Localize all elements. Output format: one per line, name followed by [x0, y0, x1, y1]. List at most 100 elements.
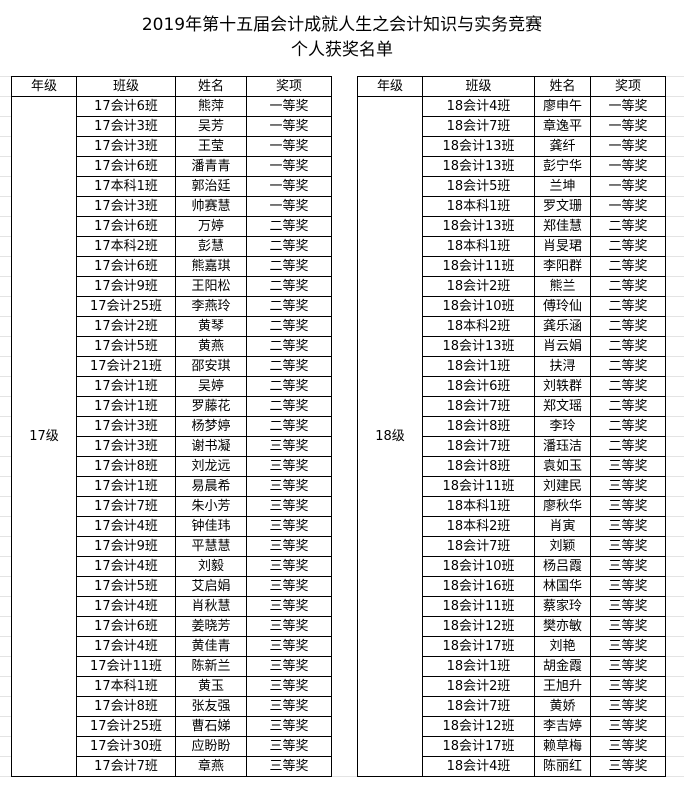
class-cell: 18会计13班	[422, 216, 535, 237]
header-row: 年级 班级 姓名 奖项	[357, 76, 666, 97]
award-cell: 三等奖	[590, 576, 666, 597]
award-cell: 三等奖	[590, 696, 666, 717]
class-cell: 18会计11班	[422, 256, 535, 277]
name-cell: 王阳松	[175, 276, 247, 297]
document-title: 2019年第十五届会计成就人生之会计知识与实务竞赛	[0, 13, 684, 37]
award-cell: 一等奖	[246, 156, 332, 177]
award-cell: 三等奖	[246, 676, 332, 697]
award-cell: 三等奖	[246, 476, 332, 497]
table-row: 17会计9班 平慧慧 三等奖	[12, 536, 332, 557]
header-row: 年级 班级 姓名 奖项	[11, 76, 332, 97]
award-cell: 三等奖	[590, 716, 666, 737]
class-cell: 17会计8班	[76, 456, 176, 477]
class-cell: 18会计11班	[422, 596, 535, 617]
class-cell: 17本科1班	[76, 176, 176, 197]
class-cell: 18会计1班	[422, 656, 535, 677]
table-row: 18会计16班 林国华 三等奖	[358, 576, 666, 597]
table-gap	[331, 76, 357, 776]
class-cell: 17会计8班	[76, 696, 176, 717]
class-cell: 17会计3班	[76, 436, 176, 457]
class-cell: 17会计6班	[76, 156, 176, 177]
award-cell: 三等奖	[590, 556, 666, 577]
table-row: 17会计3班 杨梦婷 二等奖	[12, 416, 332, 437]
award-cell: 三等奖	[590, 596, 666, 617]
table-row: 18会计7班 郑文瑶 二等奖	[358, 396, 666, 417]
award-cell: 三等奖	[590, 536, 666, 557]
table-row: 18会计7班 潘珏洁 二等奖	[358, 436, 666, 457]
award-cell: 一等奖	[590, 116, 666, 137]
award-cell: 二等奖	[246, 296, 332, 317]
class-cell: 18会计17班	[422, 736, 535, 757]
table-row: 17本科1班 黄玉 三等奖	[12, 676, 332, 697]
class-cell: 18会计6班	[422, 376, 535, 397]
class-cell: 18会计2班	[422, 276, 535, 297]
class-cell: 17会计6班	[76, 616, 176, 637]
class-cell: 17会计4班	[76, 516, 176, 537]
class-cell: 17会计6班	[76, 256, 176, 277]
class-cell: 18会计17班	[422, 636, 535, 657]
name-cell: 罗文珊	[534, 196, 591, 217]
table-row: 17会计5班 黄燕 二等奖	[12, 336, 332, 357]
class-cell: 18会计8班	[422, 456, 535, 477]
award-cell: 二等奖	[246, 216, 332, 237]
award-cell: 二等奖	[246, 356, 332, 377]
class-cell: 18会计5班	[422, 176, 535, 197]
header-award: 奖项	[590, 76, 666, 97]
class-cell: 17会计11班	[76, 656, 176, 677]
grade-cell: 17级	[11, 96, 77, 777]
name-cell: 龚乐涵	[534, 316, 591, 337]
name-cell: 彭慧	[175, 236, 247, 257]
name-cell: 朱小芳	[175, 496, 247, 517]
name-cell: 杨梦婷	[175, 416, 247, 437]
award-cell: 一等奖	[246, 116, 332, 137]
name-cell: 王旭升	[534, 676, 591, 697]
name-cell: 潘珏洁	[534, 436, 591, 457]
class-cell: 17会计1班	[76, 376, 176, 397]
award-cell: 三等奖	[590, 456, 666, 477]
award-cell: 三等奖	[246, 576, 332, 597]
table-row: 17会计4班 刘毅 三等奖	[12, 556, 332, 577]
table-row: 17会计3班 帅赛慧 一等奖	[12, 196, 332, 217]
class-cell: 18本科2班	[422, 316, 535, 337]
name-cell: 熊兰	[534, 276, 591, 297]
name-cell: 刘艳	[534, 636, 591, 657]
table-row: 18会计5班 兰坤 一等奖	[358, 176, 666, 197]
award-cell: 三等奖	[590, 656, 666, 677]
name-cell: 彭宁华	[534, 156, 591, 177]
award-cell: 二等奖	[590, 396, 666, 417]
name-cell: 杨吕霞	[534, 556, 591, 577]
name-cell: 谢书凝	[175, 436, 247, 457]
name-cell: 郑文瑶	[534, 396, 591, 417]
name-cell: 潘青青	[175, 156, 247, 177]
class-cell: 17会计21班	[76, 356, 176, 377]
name-cell: 章燕	[175, 756, 247, 777]
class-cell: 17本科2班	[76, 236, 176, 257]
header-name: 姓名	[175, 76, 247, 97]
table-row: 18会计2班 熊兰 二等奖	[358, 276, 666, 297]
class-cell: 17会计1班	[76, 396, 176, 417]
table-row: 18会计17班 刘艳 三等奖	[358, 636, 666, 657]
class-cell: 18会计7班	[422, 116, 535, 137]
award-cell: 三等奖	[246, 496, 332, 517]
class-cell: 18会计16班	[422, 576, 535, 597]
award-cell: 二等奖	[246, 416, 332, 437]
class-cell: 18会计7班	[422, 536, 535, 557]
name-cell: 黄佳青	[175, 636, 247, 657]
name-cell: 章逸平	[534, 116, 591, 137]
table-row: 17会计30班 应盼盼 三等奖	[12, 736, 332, 757]
table-row: 18会计8班 袁如玉 三等奖	[358, 456, 666, 477]
class-cell: 17会计4班	[76, 596, 176, 617]
table-row: 18会计4班 陈丽红 三等奖	[358, 756, 666, 777]
name-cell: 黄琴	[175, 316, 247, 337]
award-cell: 二等奖	[590, 436, 666, 457]
table-row: 17会计6班 万婷 二等奖	[12, 216, 332, 237]
award-cell: 二等奖	[246, 396, 332, 417]
class-cell: 17会计5班	[76, 576, 176, 597]
class-cell: 18会计12班	[422, 716, 535, 737]
table-row: 17会计1班 易晨希 三等奖	[12, 476, 332, 497]
name-cell: 李吉婷	[534, 716, 591, 737]
table-row: 18会计10班 傅玲仙 二等奖	[358, 296, 666, 317]
award-cell: 二等奖	[246, 336, 332, 357]
class-cell: 17会计3班	[76, 136, 176, 157]
name-cell: 陈丽红	[534, 756, 591, 777]
